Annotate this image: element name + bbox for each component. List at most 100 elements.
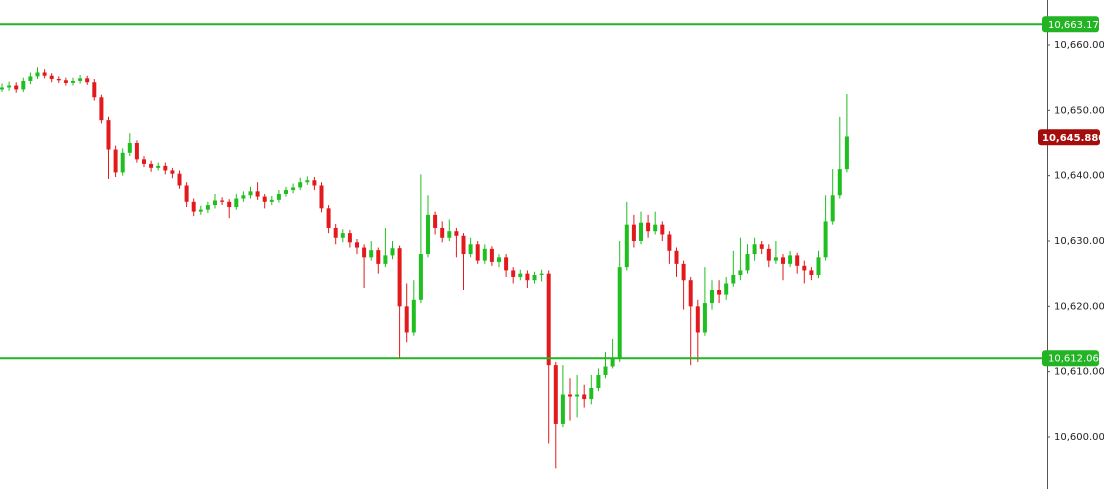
candle-body	[205, 205, 210, 210]
candle-body	[120, 152, 125, 173]
level-tag	[1042, 16, 1099, 33]
candle-body	[21, 80, 26, 90]
candle-body	[752, 244, 757, 255]
candle-body	[461, 235, 466, 255]
candle-body	[312, 180, 317, 186]
candle-body	[433, 214, 438, 228]
candle-body	[781, 257, 785, 264]
y-tick-label: 10,630.00	[1054, 236, 1104, 247]
y-tick-label: 10,660.00	[1054, 40, 1104, 51]
candle-body	[220, 200, 225, 202]
candle-body	[198, 209, 203, 212]
candle-body	[653, 224, 658, 232]
candle-body	[99, 97, 104, 121]
candle-body	[142, 159, 146, 164]
candle-body	[191, 201, 196, 212]
candle-body	[362, 247, 367, 258]
candle-body	[92, 82, 97, 98]
candle-body	[85, 78, 90, 83]
candle-body	[63, 80, 68, 83]
candle-body	[660, 224, 665, 235]
candle-body	[447, 231, 452, 238]
candle-body	[489, 248, 494, 262]
candle-body	[113, 149, 118, 173]
candle-body	[227, 201, 232, 208]
candle-body	[355, 242, 359, 248]
candle-body	[553, 365, 558, 424]
candle-body	[589, 387, 594, 400]
last-price-label: 10,645.880	[1042, 133, 1104, 144]
candle-body	[411, 299, 416, 333]
candle-body	[14, 85, 19, 90]
candle-body	[35, 72, 40, 77]
y-tick-label: 10,640.00	[1054, 171, 1104, 182]
candle-body	[134, 143, 139, 160]
candle-body	[291, 187, 296, 191]
candle-body	[248, 191, 253, 196]
candle-body	[376, 250, 381, 264]
candle-body	[617, 267, 622, 359]
last-price-tag	[1038, 129, 1100, 146]
candle-body	[816, 257, 821, 275]
candle-body	[475, 244, 480, 261]
candle-body	[106, 120, 111, 150]
candle-body	[674, 250, 679, 264]
candle-body	[49, 75, 54, 79]
candle-body	[28, 76, 33, 81]
candle-body	[177, 173, 182, 186]
candle-body	[426, 214, 430, 255]
candle-body	[390, 248, 395, 256]
candle-body	[631, 224, 636, 242]
candle-body	[241, 195, 246, 199]
candle-body	[340, 233, 345, 238]
y-tick-label: 10,610.00	[1054, 367, 1104, 378]
candle-body	[802, 265, 807, 271]
candle-body	[127, 143, 132, 153]
candle-body	[504, 257, 509, 271]
candle-body	[532, 274, 537, 281]
candle-body	[624, 224, 629, 268]
candle-body	[0, 87, 4, 90]
candle-body	[639, 222, 643, 242]
candle-body	[525, 273, 530, 281]
candle-body	[269, 199, 274, 202]
candle-body	[681, 263, 686, 281]
candle-body	[326, 208, 331, 228]
candle-body	[298, 182, 303, 188]
candle-body	[71, 80, 75, 83]
candle-body	[745, 254, 750, 271]
candle-body	[7, 85, 12, 88]
candle-body	[766, 248, 771, 261]
y-tick-label: 10,650.00	[1054, 105, 1104, 116]
level-tag	[1042, 350, 1099, 367]
candle-body	[610, 358, 615, 367]
candle-body	[255, 191, 260, 197]
candle-body	[497, 257, 501, 262]
candle-body	[830, 195, 835, 222]
candle-body	[78, 78, 83, 81]
candle-body	[184, 185, 189, 202]
candle-body	[710, 290, 714, 304]
candle-body	[823, 221, 828, 258]
candle-body	[795, 255, 800, 266]
candle-body	[234, 198, 239, 208]
candle-body	[596, 374, 601, 388]
candle-body	[468, 244, 473, 255]
candle-body	[702, 303, 707, 333]
candle-body	[305, 180, 310, 183]
candle-body	[440, 227, 445, 238]
candle-body	[170, 170, 175, 174]
candle-body	[149, 163, 154, 168]
y-tick-label: 10,600.00	[1054, 432, 1104, 443]
candle-body	[347, 233, 352, 243]
candle-body	[717, 290, 722, 295]
level-label: 10,612.06	[1048, 354, 1099, 365]
candle-body	[582, 394, 587, 400]
candle-body	[688, 280, 693, 307]
candle-body	[724, 283, 729, 295]
candle-body	[284, 190, 288, 194]
candle-body	[383, 255, 388, 264]
candle-body	[276, 193, 281, 200]
